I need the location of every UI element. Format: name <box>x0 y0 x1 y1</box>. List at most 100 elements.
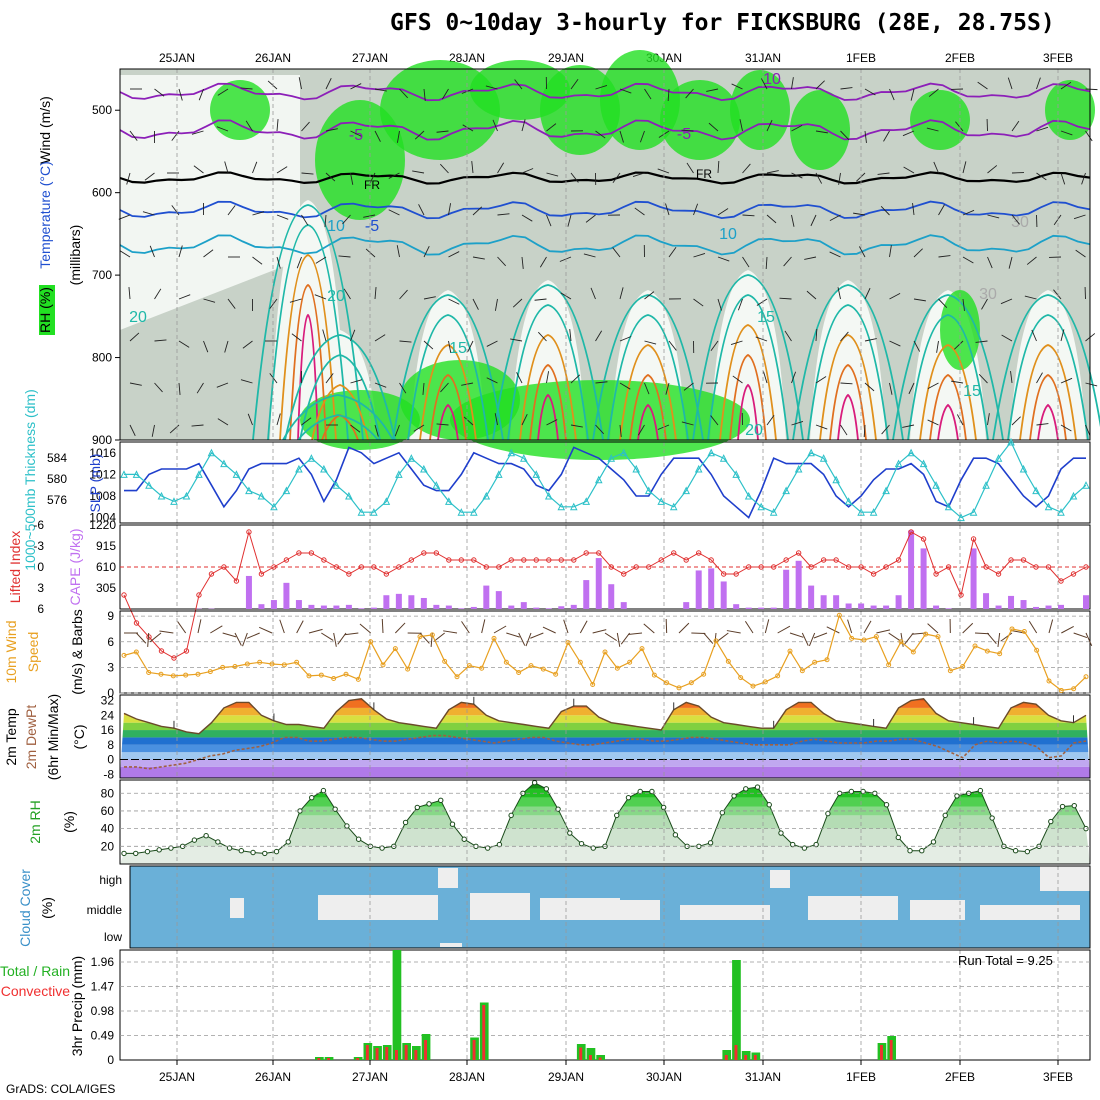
lifted-index-point <box>371 564 377 570</box>
wind-barb <box>240 379 253 384</box>
wind-barb <box>1036 77 1041 90</box>
wind-barb <box>703 632 714 644</box>
wind-speed-point <box>565 640 571 646</box>
precip-convective-bar <box>327 1058 331 1060</box>
rh-point <box>250 849 256 856</box>
temp-plume-contour <box>892 294 1004 441</box>
wind-barb <box>1060 130 1073 136</box>
temp-plume-contour <box>282 394 394 441</box>
wind-barb <box>681 129 694 132</box>
wind-barb <box>301 214 309 226</box>
wind-speed-point <box>343 671 349 677</box>
rh-point <box>930 839 937 845</box>
lifted-index-point <box>583 550 589 556</box>
wind-barb <box>1007 77 1013 90</box>
wind-barb <box>829 251 841 258</box>
wind-barb <box>1036 172 1047 181</box>
rh-point <box>813 841 819 848</box>
rh-units-label: (%) <box>61 811 77 833</box>
thickness-point <box>282 486 291 495</box>
wind-barb <box>910 88 915 101</box>
minmax-label: (6hr Min/Max) <box>45 694 61 780</box>
wind-barb <box>978 374 988 384</box>
wind-barb <box>506 632 520 638</box>
cape-bar <box>895 595 902 609</box>
rh-point <box>989 815 995 821</box>
wind-barb <box>359 623 371 634</box>
lifted-index-point <box>1058 578 1064 584</box>
precip-convective-bar <box>472 1040 476 1060</box>
wind-barb <box>592 629 607 634</box>
rh-moist-blob <box>380 60 500 160</box>
thickness-point <box>957 513 965 522</box>
temp-contour-minus5 <box>119 119 1091 141</box>
wind-barb <box>135 632 147 644</box>
wind-barb <box>936 340 939 353</box>
wind-speed-point <box>380 662 386 668</box>
wind-speed-point <box>479 665 485 671</box>
wind-barb <box>938 298 948 308</box>
wind-barb <box>217 88 229 96</box>
wind-barb <box>981 298 988 310</box>
cape-tick-label: 610 <box>96 560 116 574</box>
wind-barb <box>276 256 281 269</box>
cloud-tick-label: middle <box>87 903 123 917</box>
contour-label: FR <box>364 178 380 192</box>
wind-barb <box>546 214 552 227</box>
lifted-index-point <box>408 557 415 563</box>
wind-speed-point <box>1034 647 1040 653</box>
wind-barb <box>595 130 606 139</box>
wind-barb <box>987 256 993 269</box>
rh-point <box>215 839 221 845</box>
wind-barb <box>276 166 288 174</box>
wind-barb <box>149 632 162 643</box>
wind-speed-point <box>318 672 324 678</box>
precip-tick-label: 0.98 <box>91 1004 115 1018</box>
wind-barb <box>291 333 302 342</box>
temp-band <box>120 722 1090 731</box>
cloud-tick-label: high <box>99 873 122 887</box>
wind-barb <box>1011 214 1020 225</box>
wind-barb <box>826 626 840 634</box>
wind-barb <box>644 291 655 300</box>
rh-point <box>555 806 561 812</box>
rh-point <box>1048 818 1054 825</box>
wind-barb <box>276 214 289 220</box>
cloud-panel-frame <box>129 865 1091 949</box>
thickness-point <box>307 454 316 462</box>
wind-barb <box>159 630 174 634</box>
precip-total-bar <box>732 960 741 1060</box>
wind-barb <box>252 161 258 174</box>
lifted-index-point <box>783 557 789 563</box>
wind-barb <box>537 331 547 342</box>
cape-tick-label: 305 <box>96 581 116 595</box>
lifted-index-point <box>983 564 989 570</box>
precip-convective-bar <box>579 1047 583 1060</box>
wind-barb <box>908 382 915 395</box>
wind-speed-point <box>762 679 768 685</box>
wind-barb <box>791 421 804 426</box>
contour-label: 20 <box>745 422 763 439</box>
lifted-index-point <box>446 557 452 563</box>
temp-band <box>120 752 1090 760</box>
wind-barb <box>1060 81 1072 90</box>
wind-barb <box>521 168 534 174</box>
wind-barb <box>933 161 939 174</box>
temp-plume-contour <box>1019 344 1077 441</box>
wind-speed-point <box>799 668 805 674</box>
wind-barb <box>388 172 400 179</box>
thickness-point <box>1069 491 1078 500</box>
wind-barb <box>493 625 507 634</box>
cape-bar <box>533 607 540 609</box>
rh-band <box>120 846 1090 864</box>
lifted-index-point <box>970 536 977 542</box>
wind-barb <box>889 88 895 101</box>
wind-speed-point <box>688 680 694 686</box>
wind-barb <box>791 172 803 179</box>
lifted-index-point <box>833 557 839 563</box>
wind-speed-point <box>232 664 238 670</box>
wind-barb <box>657 424 670 430</box>
wind-barb <box>381 618 384 634</box>
wind-speed-point <box>701 671 707 677</box>
lifted-index-point <box>671 550 677 556</box>
